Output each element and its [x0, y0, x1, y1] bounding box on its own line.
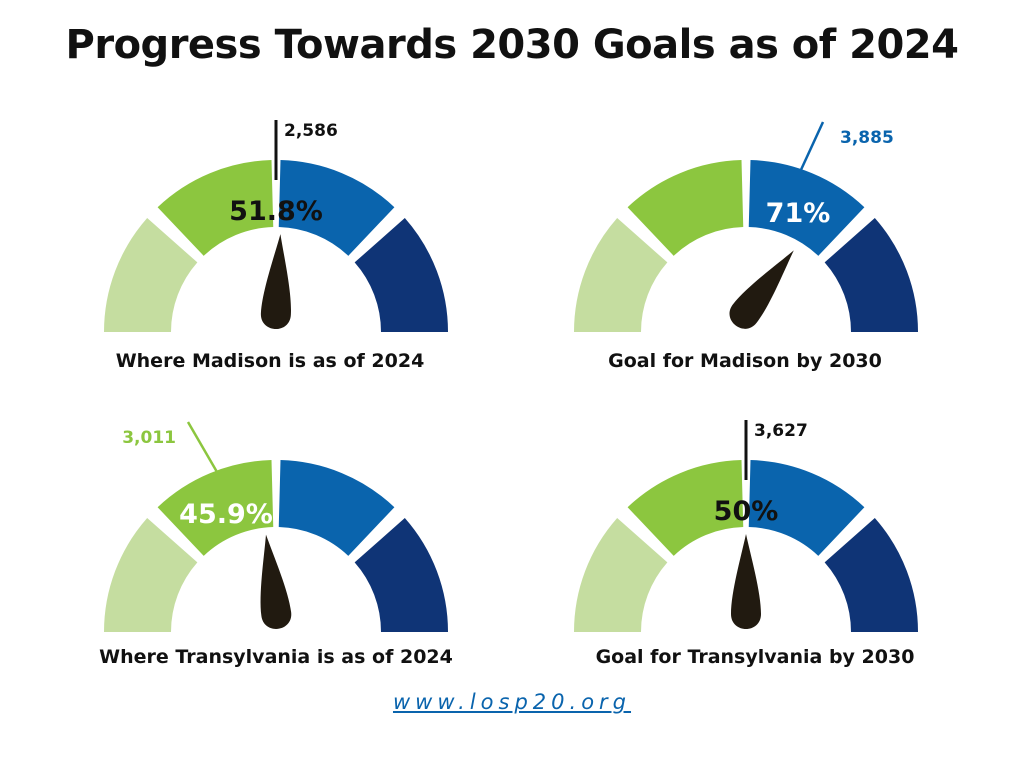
chart-title: Progress Towards 2030 Goals as of 2024: [65, 22, 959, 68]
gauge-needle: [729, 250, 794, 329]
gauge-percent-label: 45.9%: [179, 499, 273, 530]
gauge-count-label: 3,011: [122, 428, 176, 448]
gauge-svg: 2,586 51.8%: [104, 120, 448, 332]
gauge-segment-navy: [824, 218, 918, 332]
gauge-segment-green: [157, 160, 274, 256]
gauge-segment-blue: [278, 160, 395, 256]
gauge-segment-green: [157, 460, 274, 556]
gauge-segment-green: [627, 160, 744, 256]
gauge-caption-madison-2024: Where Madison is as of 2024: [115, 350, 425, 372]
gauge-segment-light-green: [574, 218, 668, 332]
gauge-segment-blue: [278, 460, 395, 556]
gauge-caption-transylvania-2024: Where Transylvania is as of 2024: [99, 646, 453, 668]
gauge-needle: [260, 234, 291, 329]
gauge-needle: [260, 534, 292, 629]
gauge-caption-transylvania-2030: Goal for Transylvania by 2030: [595, 646, 915, 668]
gauge-transylvania-2024: 3,011 45.9%: [68, 410, 488, 690]
gauge-callout-line: [186, 421, 219, 473]
gauge-segment-green: [627, 460, 744, 556]
gauge-count-label: 3,627: [754, 421, 808, 441]
gauge-svg: 3,885 71%: [574, 121, 918, 332]
gauge-segment-blue: [748, 460, 865, 556]
gauge-callout-line: [798, 121, 825, 173]
gauge-svg: 3,627 50%: [574, 420, 918, 632]
gauge-segment-navy: [824, 518, 918, 632]
gauge-svg: 3,011 45.9%: [104, 421, 448, 632]
gauge-madison-2030: 3,885 71%: [538, 110, 958, 390]
gauge-segment-light-green: [104, 518, 198, 632]
gauge-percent-label: 51.8%: [229, 196, 323, 227]
website-link[interactable]: www.losp20.org: [392, 690, 632, 714]
gauge-count-label: 3,885: [840, 128, 894, 148]
gauge-count-label: 2,586: [284, 121, 338, 141]
gauge-segment-light-green: [104, 218, 198, 332]
gauge-caption-madison-2030: Goal for Madison by 2030: [608, 350, 882, 372]
gauge-needle: [731, 534, 761, 629]
gauge-transylvania-2030: 3,627 50%: [538, 410, 958, 690]
gauge-madison-2024: 2,586 51.8%: [68, 110, 488, 390]
gauge-segment-navy: [354, 518, 448, 632]
gauge-segment-light-green: [574, 518, 668, 632]
gauge-segment-navy: [354, 218, 448, 332]
gauge-segment-blue: [748, 160, 865, 256]
gauge-percent-label: 50%: [714, 496, 779, 527]
gauge-percent-label: 71%: [766, 198, 831, 229]
